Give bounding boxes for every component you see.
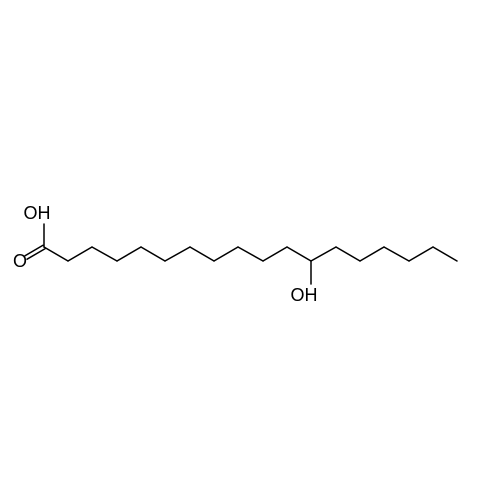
bond-line — [311, 247, 336, 261]
bond-line — [214, 247, 238, 261]
bond-line — [409, 247, 433, 261]
bond-line — [360, 247, 384, 261]
bond-line — [25, 245, 43, 255]
bond-line — [117, 247, 141, 261]
atom-label-O_oh: OH — [24, 203, 51, 223]
bond-line — [44, 247, 68, 261]
bond-line — [68, 247, 92, 261]
bonds-layer — [25, 224, 457, 284]
bond-line — [433, 247, 457, 261]
labels-layer: O OH OH — [13, 203, 318, 305]
bond-line — [165, 247, 190, 261]
atom-label-O_dbl: O — [13, 251, 27, 271]
bond-line — [287, 247, 311, 261]
bond-line — [141, 247, 165, 261]
bond-line — [384, 247, 409, 261]
bond-line — [238, 247, 263, 261]
bond-line — [190, 247, 214, 261]
bond-line — [92, 247, 117, 261]
bond-line — [27, 249, 45, 259]
molecule-diagram: O OH OH — [0, 0, 500, 500]
atom-label-O_c12: OH — [291, 285, 318, 305]
bond-line — [336, 247, 360, 261]
bond-line — [263, 247, 287, 261]
